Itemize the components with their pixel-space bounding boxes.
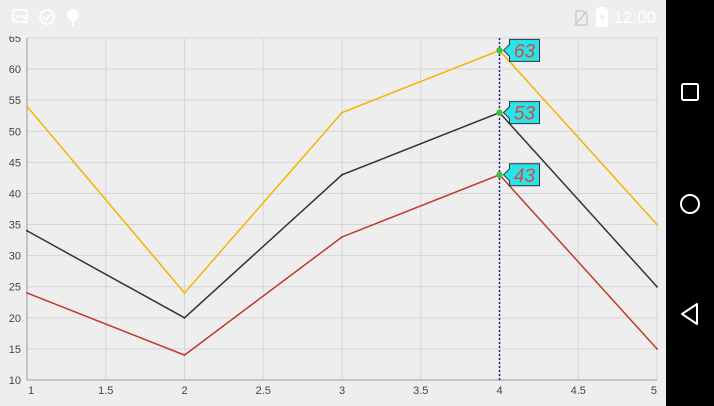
- x-tick-label: 3.5: [413, 385, 428, 397]
- x-tick-label: 4.5: [571, 385, 586, 397]
- y-tick-label: 10: [9, 375, 21, 387]
- y-tick-label: 50: [9, 126, 21, 138]
- chart-series: [26, 49, 658, 357]
- trackball-marker: [496, 171, 503, 178]
- back-button[interactable]: [676, 300, 704, 328]
- trackball-marker: [496, 47, 503, 54]
- trackball-label: 63: [514, 41, 536, 62]
- trackball-label: 43: [514, 166, 536, 187]
- series-2-point: [26, 229, 28, 232]
- trackball-label-box: [502, 101, 540, 125]
- y-tick-label: 60: [9, 64, 21, 76]
- battery-charging-icon: [596, 7, 608, 27]
- y-tick-label: 30: [9, 251, 21, 263]
- series-1-point: [183, 291, 186, 294]
- trackball-label: 53: [514, 104, 536, 125]
- series-3-point: [656, 347, 658, 350]
- x-tick-label: 2: [181, 385, 187, 397]
- home-button[interactable]: [676, 190, 704, 218]
- x-tick-label: 1: [28, 385, 34, 397]
- y-tick-label: 45: [9, 157, 21, 169]
- x-tick-label: 3: [339, 385, 345, 397]
- y-tick-label: 15: [9, 344, 21, 356]
- line-chart[interactable]: 10 15 20 25 30 35 40 45 50 55 60 65 1 1.5 2 2.5 3 3.5 4 4.5…: [0, 0, 666, 406]
- series-1-point: [26, 105, 28, 108]
- y-tick-label: 25: [9, 282, 21, 294]
- x-tick-label: 4: [496, 385, 502, 397]
- series-2-point: [341, 173, 343, 176]
- status-bar: 12:00: [0, 0, 666, 36]
- chart-grid: [26, 37, 658, 381]
- x-tick-label: 5: [651, 385, 657, 397]
- series-2-point: [183, 316, 186, 319]
- trackball-marker: [496, 109, 503, 116]
- recents-button[interactable]: [676, 78, 704, 106]
- series-1-point: [656, 223, 658, 226]
- app-screen: 10 15 20 25 30 35 40 45 50 55 60 65 1 1.5 2 2.5 3 3.5 4 4.5…: [0, 0, 666, 406]
- android-icon: [67, 9, 79, 26]
- chart-tooltip: 63 53 43: [496, 38, 540, 380]
- x-tick-label: 2.5: [256, 385, 271, 397]
- navigation-bar: [666, 0, 714, 406]
- status-clock: 12:00: [613, 8, 656, 27]
- series-1-point: [341, 111, 343, 114]
- series-3-point: [26, 291, 28, 294]
- y-tick-label: 55: [9, 95, 21, 107]
- y-tick-label: 35: [9, 220, 21, 232]
- no-sim-icon: [574, 10, 588, 26]
- x-tick-label: 1.5: [98, 385, 113, 397]
- series-3-point: [341, 235, 343, 238]
- series-3-point: [183, 354, 186, 357]
- trackball-label-box: [502, 163, 540, 187]
- y-tick-label: 20: [9, 313, 21, 325]
- series-2-point: [656, 285, 658, 288]
- y-tick-label: 65: [9, 33, 21, 45]
- sync-icon: [39, 9, 55, 25]
- y-tick-label: 40: [9, 188, 21, 200]
- trackball-label-box: [502, 38, 540, 62]
- chart-axes: 10 15 20 25 30 35 40 45 50 55 60 65 1 1.5 2 2.5 3 3.5 4 4.5…: [9, 33, 657, 397]
- image-icon: [12, 9, 28, 23]
